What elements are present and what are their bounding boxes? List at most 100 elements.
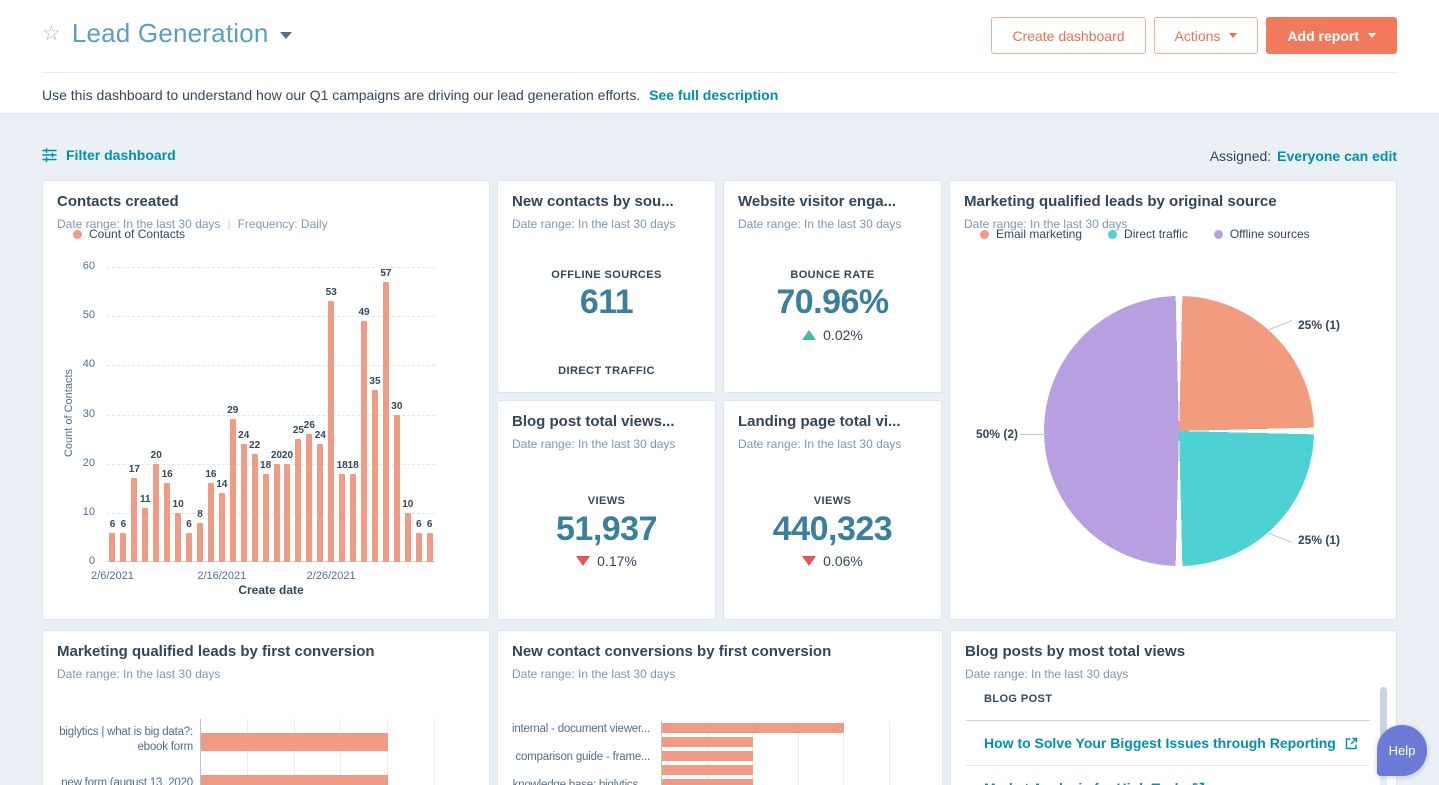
legend-dot-icon [1108,229,1118,239]
bar[interactable] [196,522,203,562]
frequency: Frequency: Daily [237,217,328,231]
gridline [107,414,435,416]
see-full-description-link[interactable]: See full description [649,87,779,103]
horizontal-bar-plot [661,721,937,785]
add-report-button[interactable]: Add report [1266,17,1397,54]
y-tick-label: 60 [82,260,95,272]
meta-separator: | [227,217,231,231]
blog-post-table: How to Solve Your Biggest Issues through… [966,721,1370,785]
bar[interactable] [218,493,225,562]
card-title: Landing page total vi... [738,413,901,430]
gridline [843,721,844,785]
card-title: New contacts by sou... [512,193,674,210]
bar-value-label: 22 [249,439,261,451]
bar[interactable] [153,463,160,562]
table-column-header: BLOG POST [984,693,1053,705]
bar-value-label: 16 [205,469,217,481]
pie-slice-label-email: 25% (1) [1298,318,1341,332]
card-title: New contact conversions by first convers… [512,643,832,660]
bar[interactable] [273,463,280,562]
gridline [107,512,435,514]
help-button[interactable]: Help [1377,725,1427,776]
bar[interactable] [175,512,182,562]
gridline [246,719,248,785]
bar[interactable] [120,532,127,562]
bar[interactable] [350,473,357,562]
date-range: Date range: In the last 30 days [738,437,902,451]
metric-value[interactable]: 440,323 [772,510,893,548]
legend-label: Offline sources [1229,227,1310,241]
favorite-star-icon[interactable]: ☆ [42,22,61,45]
assigned-row: Assigned: Everyone can edit [1210,148,1397,164]
bar[interactable] [207,483,214,562]
bar[interactable] [131,478,138,562]
metric-value[interactable]: 70.96% [776,283,889,321]
category-label: biglytics | what is big data?: ebook for… [59,726,193,753]
bar-value-label: 29 [227,405,239,417]
axis-line [200,719,201,785]
bar[interactable] [328,301,335,562]
bar-slot-20: 53 [326,267,337,562]
bar[interactable] [201,775,389,785]
bar[interactable] [295,439,302,562]
bar-slot-22: 18 [348,267,359,562]
pie-chart[interactable] [1044,296,1314,566]
bar[interactable] [361,321,368,562]
filter-dashboard-link[interactable]: Filter dashboard [42,147,176,163]
scrollbar-thumb[interactable] [1380,687,1387,751]
create-dashboard-button[interactable]: Create dashboard [991,17,1146,54]
bar[interactable] [339,473,346,562]
bar[interactable] [186,532,193,562]
bar-slot-29: 6 [424,267,435,562]
bar[interactable] [142,507,149,562]
bar[interactable] [229,419,236,562]
bar[interactable] [404,512,411,562]
bar[interactable] [371,389,378,562]
table-row[interactable]: Market Analysis for High Tech [966,766,1370,785]
bar[interactable] [415,532,422,562]
everyone-can-edit-link[interactable]: Everyone can edit [1277,148,1397,164]
date-range: Date range: In the last 30 days [738,217,902,231]
y-tick-label: 50 [82,309,95,322]
bar-slot-7: 6 [184,267,195,562]
bar[interactable] [662,779,753,785]
bar[interactable] [201,733,389,751]
header-divider [42,72,1397,73]
blog-post-link[interactable]: How to Solve Your Biggest Issues through… [984,735,1336,751]
card-website-visitor-engagement: Website visitor enga... Date range: In t… [723,180,942,393]
bar[interactable] [164,483,171,562]
bar[interactable] [393,414,400,562]
bar-value-label: 10 [172,498,184,510]
bar[interactable] [240,444,247,562]
bar[interactable] [662,751,753,761]
bar[interactable] [426,532,433,562]
metric-value[interactable]: 611 [579,283,634,321]
bar[interactable] [662,723,844,733]
bar[interactable] [317,444,324,562]
bar[interactable] [662,765,753,775]
gridline [107,365,435,367]
bar[interactable] [284,463,291,562]
bar-slot-23: 49 [358,267,370,562]
bar-slot-12: 24 [238,267,249,562]
actions-button[interactable]: Actions [1153,17,1259,54]
bar-value-label: 18 [336,459,348,471]
bar[interactable] [262,473,269,562]
bar[interactable] [662,737,753,747]
bar-value-label: 24 [314,430,326,441]
bar[interactable] [109,532,116,562]
table-row[interactable]: How to Solve Your Biggest Issues through… [966,721,1370,766]
bar[interactable] [382,281,389,562]
metric-value[interactable]: 51,937 [556,510,658,548]
bar-series: 6 6 17 11 20 16 10 6 8 16 14 29 24 22 18 20 20 25 26 24 53 18… [107,267,435,562]
bar-slot-28: 6 [413,267,424,562]
bar-value-label: 49 [358,307,370,319]
bar[interactable] [251,453,258,562]
bar[interactable] [306,434,313,562]
delta-row: 0.06% [724,553,941,569]
y-tick-label: 0 [88,555,95,567]
card-mql-by-original-source: Marketing qualified leads by original so… [949,180,1397,620]
title-chevron-down-icon[interactable] [279,32,292,39]
bar-value-label: 6 [186,518,192,530]
blog-post-link[interactable]: Market Analysis for High Tech [984,780,1183,785]
